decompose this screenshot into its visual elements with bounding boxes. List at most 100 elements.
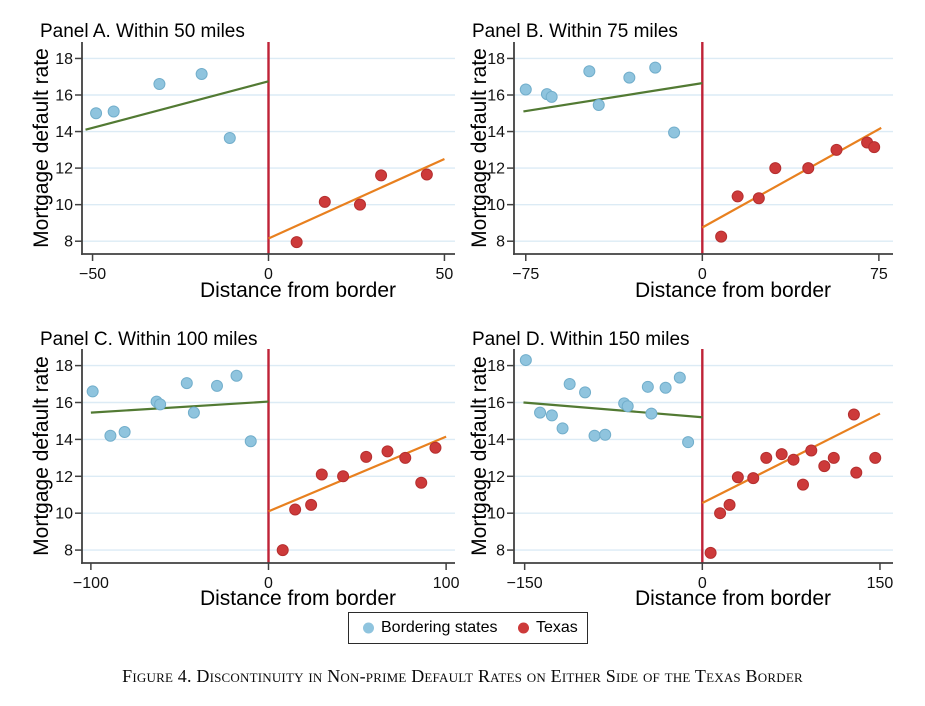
texas-point: [714, 507, 727, 520]
texas-point: [796, 478, 809, 491]
y-tick-label: 8: [64, 234, 73, 251]
y-tick-label: 10: [55, 506, 73, 523]
bordering-point: [682, 436, 695, 449]
panel-c-ylabel: Mortgage default rate: [30, 356, 53, 556]
bordering-point: [588, 429, 601, 442]
y-tick-label: 14: [55, 124, 73, 141]
x-tick-label: −150: [507, 575, 543, 592]
x-tick-label: −50: [79, 266, 106, 283]
bordering-fit-line: [90, 400, 269, 414]
texas-point: [715, 230, 728, 243]
bordering-point: [545, 409, 558, 422]
y-tick-label: 18: [487, 358, 505, 375]
y-tick-label: 10: [487, 506, 505, 523]
x-tick-label: 75: [870, 266, 888, 283]
y-tick-label: 16: [55, 395, 73, 412]
bordering-point: [534, 406, 547, 419]
bordering-point: [86, 385, 99, 398]
texas-point: [704, 546, 717, 559]
x-tick-label: 50: [436, 266, 454, 283]
x-tick-label: −100: [73, 575, 109, 592]
bordering-point: [668, 126, 681, 139]
y-tick-label: 16: [487, 395, 505, 412]
texas-point: [318, 195, 331, 208]
bordering-point: [556, 422, 569, 435]
bordering-point: [107, 105, 120, 118]
bordering-point: [230, 369, 243, 382]
texas-point: [723, 498, 736, 511]
bordering-fit-line: [85, 80, 269, 131]
panel-b-xlabel: Distance from border: [634, 279, 832, 302]
texas-fit-line: [268, 157, 445, 240]
panel-d-ylabel: Mortgage default rate: [468, 356, 491, 556]
y-tick-label: 10: [487, 197, 505, 214]
legend-label-texas: Texas: [536, 619, 578, 636]
panel-plot-2: 8 10 12 14 16 18 −100 0 100: [55, 349, 460, 592]
texas-point: [375, 169, 388, 182]
texas-point: [276, 544, 289, 557]
bordering-point: [519, 83, 532, 96]
texas-point: [420, 168, 433, 181]
bordering-point: [210, 379, 223, 392]
texas-point: [760, 451, 773, 464]
panel-a-xlabel: Distance from border: [199, 279, 397, 302]
panel-plot-3: 8 10 12 14 16 18 −150 0 150: [487, 349, 893, 592]
x-tick-label: 150: [867, 575, 894, 592]
y-tick-label: 12: [55, 469, 73, 486]
x-tick-label: 0: [698, 266, 707, 283]
bordering-point: [621, 400, 634, 413]
bordering-point: [154, 398, 167, 411]
texas-point: [869, 451, 882, 464]
bordering-point: [649, 61, 662, 74]
texas-point: [775, 448, 788, 461]
texas-point: [305, 498, 318, 511]
bordering-point: [223, 131, 236, 144]
bordering-states-swatch-icon: [363, 622, 374, 634]
texas-point: [337, 470, 350, 483]
y-tick-label: 18: [55, 358, 73, 375]
x-tick-label: 0: [264, 266, 273, 283]
texas-point: [747, 472, 760, 485]
panel-d-xlabel: Distance from border: [634, 587, 832, 610]
figure-caption: Figure 4. Discontinuity in Non-prime Def…: [122, 666, 803, 686]
y-tick-label: 16: [55, 88, 73, 105]
panel-b-title: Panel B. Within 75 miles: [472, 21, 678, 42]
texas-point: [818, 460, 831, 473]
texas-point: [290, 236, 303, 249]
bordering-point: [180, 377, 193, 390]
bordering-point: [153, 78, 166, 91]
texas-point: [360, 450, 373, 463]
texas-point: [289, 503, 302, 516]
texas-point: [868, 141, 881, 154]
texas-point: [802, 162, 815, 175]
x-tick-label: 100: [433, 575, 460, 592]
bordering-fit-line: [523, 82, 703, 113]
texas-point: [850, 466, 863, 479]
panel-d-title: Panel D. Within 150 miles: [472, 329, 690, 350]
x-tick-label: −75: [512, 266, 539, 283]
y-tick-label: 16: [487, 88, 505, 105]
y-tick-label: 14: [487, 124, 505, 141]
x-tick-label: 0: [698, 575, 707, 592]
x-tick-label: 0: [264, 575, 273, 592]
y-tick-label: 10: [55, 197, 73, 214]
texas-point: [353, 198, 366, 211]
bordering-point: [563, 378, 576, 391]
texas-point: [769, 162, 782, 175]
bordering-point: [673, 371, 686, 384]
legend-label-bordering: Bordering states: [381, 619, 498, 636]
texas-point: [827, 451, 840, 464]
panel-plot-0: 8 10 12 14 16 18 −50 0 50: [55, 42, 455, 283]
texas-swatch-icon: [518, 622, 529, 634]
texas-point: [429, 441, 442, 454]
y-tick-label: 8: [496, 543, 505, 560]
bordering-point: [519, 354, 532, 367]
legend: Bordering states Texas: [348, 612, 588, 644]
texas-point: [399, 451, 412, 464]
charts-canvas: 8 10 12 14 16 18 −50 0 50 8 10 12 14 16 18 −75 0 75 8 10 12 1…: [55, 42, 893, 592]
y-tick-label: 8: [496, 234, 505, 251]
bordering-point: [641, 380, 654, 393]
bordering-point: [104, 429, 117, 442]
